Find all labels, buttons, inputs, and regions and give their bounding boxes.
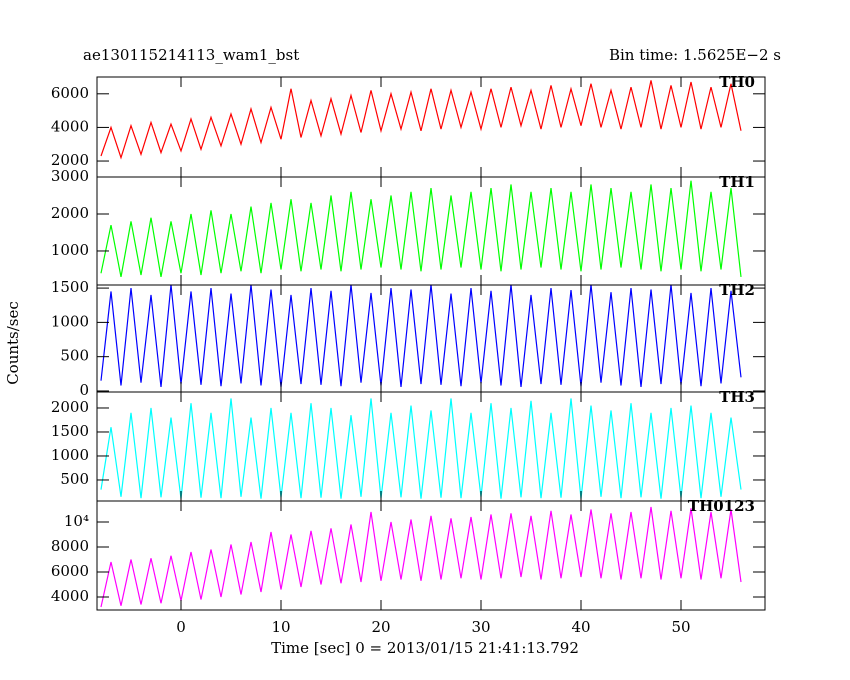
x-tick-label: 50 (671, 618, 690, 636)
y-tick-label: 4000 (51, 117, 89, 135)
y-tick-label: 1000 (51, 241, 89, 259)
y-tick-label: 500 (60, 470, 89, 488)
panel-label: TH0123 (688, 497, 755, 515)
x-tick-label: 40 (571, 618, 590, 636)
x-tick-label: 10 (271, 618, 290, 636)
y-tick-label: 10⁴ (64, 512, 89, 530)
panel-frame (96, 500, 766, 611)
chart-title: ae130115214113_wam1_bst (83, 46, 299, 64)
panel-label: TH0 (719, 73, 755, 91)
y-tick-label: 4000 (51, 587, 89, 605)
y-tick-label: 2000 (51, 151, 89, 169)
y-tick-label: 8000 (51, 537, 89, 555)
panel-label: TH2 (719, 281, 755, 299)
panel-label: TH3 (719, 388, 755, 406)
x-tick-label: 20 (371, 618, 390, 636)
x-tick-label: 0 (176, 618, 186, 636)
y-tick-label: 2000 (51, 398, 89, 416)
panel-label: TH1 (719, 173, 755, 191)
data-line (100, 180, 742, 278)
chart-subtitle: Bin time: 1.5625E−2 s (609, 46, 781, 64)
y-tick-label: 6000 (51, 562, 89, 580)
y-tick-label: 1500 (51, 278, 89, 296)
y-tick-label: 500 (60, 347, 89, 365)
panel-frame (96, 284, 766, 393)
y-tick-label: 1000 (51, 446, 89, 464)
data-line (100, 80, 742, 160)
y-tick-label: 2000 (51, 204, 89, 222)
x-axis-label: Time [sec] 0 = 2013/01/15 21:41:13.792 (271, 639, 579, 657)
data-line (100, 398, 742, 499)
y-tick-label: 6000 (51, 84, 89, 102)
panel-frame (96, 76, 766, 178)
x-tick-label: 30 (471, 618, 490, 636)
y-tick-label: 3000 (51, 167, 89, 185)
panel-frame (96, 391, 766, 502)
y-tick-label: 1000 (51, 312, 89, 330)
y-tick-label: 1500 (51, 422, 89, 440)
data-line (100, 285, 742, 387)
y-axis-label: Counts/sec (4, 301, 22, 385)
data-line (100, 506, 742, 608)
panel-frame (96, 176, 766, 286)
y-tick-label: 0 (79, 381, 89, 399)
